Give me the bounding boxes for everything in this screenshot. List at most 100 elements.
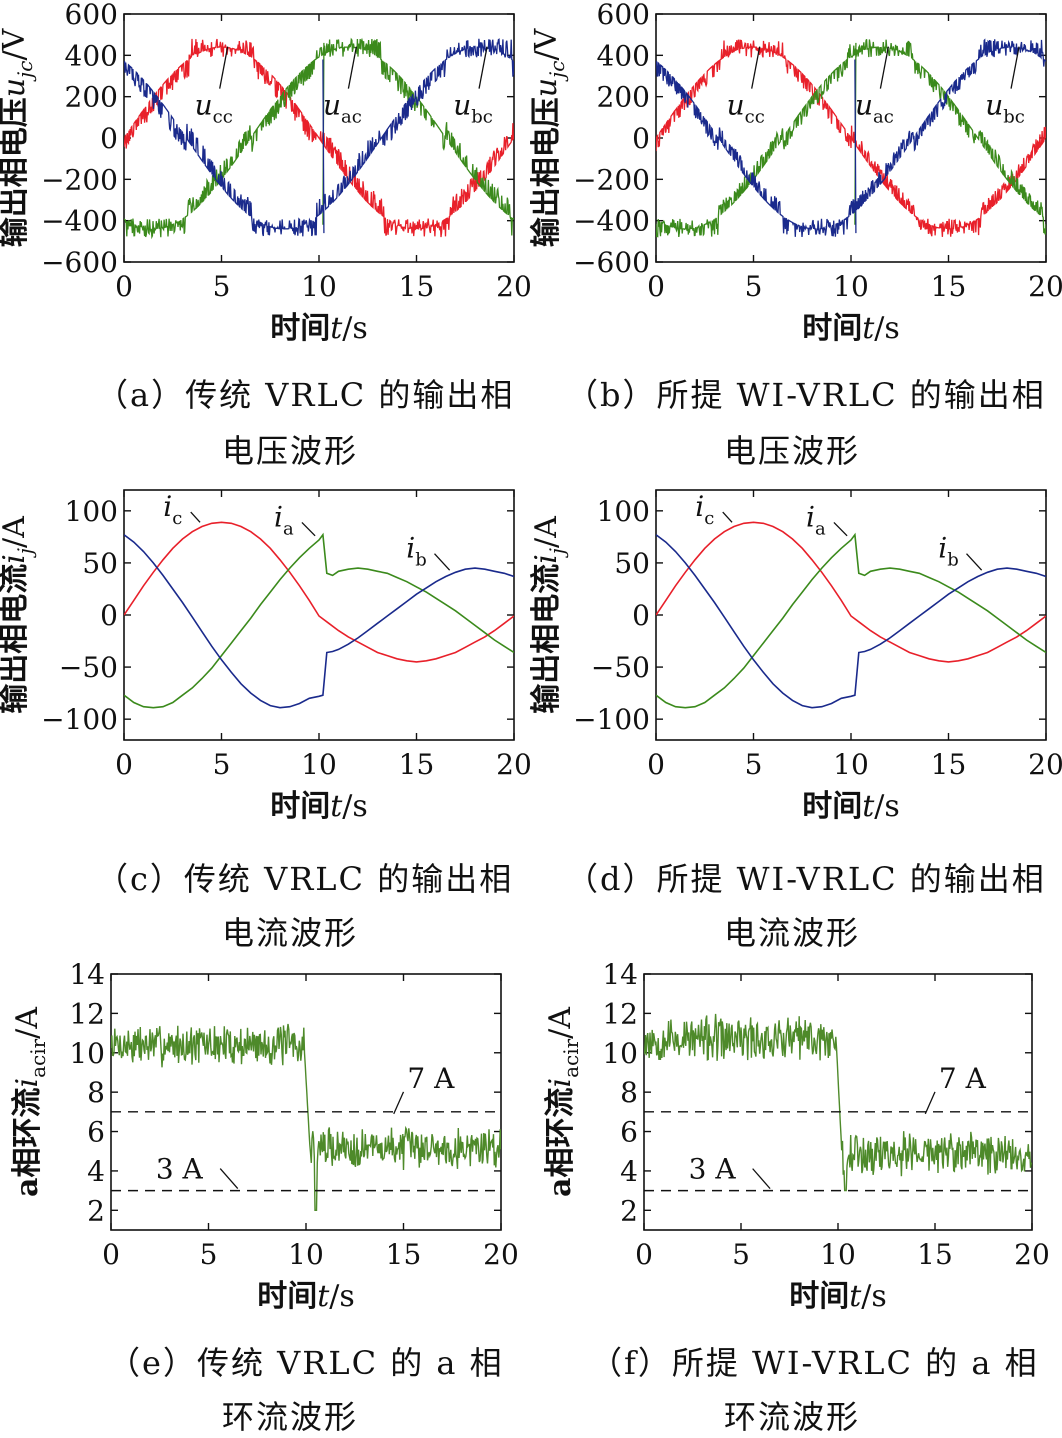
annotation-leader xyxy=(301,522,316,537)
y-axis-label-f: a相环流iacir/A xyxy=(543,1007,583,1197)
x-tick-label: 5 xyxy=(200,1238,218,1271)
y-tick-label: 8 xyxy=(620,1076,638,1109)
svg-text:a相环流iacir/A: a相环流iacir/A xyxy=(10,1007,50,1197)
x-tick-label: 15 xyxy=(386,1238,422,1271)
y-axis-label-b: 输出相电压ujc/V xyxy=(529,27,569,247)
x-tick-label: 15 xyxy=(399,748,435,781)
reference-leader-7a xyxy=(393,1091,405,1115)
series-u-cc-a xyxy=(124,38,514,238)
y-tick-label: 400 xyxy=(65,39,118,72)
caption-e-line1: （e）传统 VRLC 的 a 相 xyxy=(108,1344,504,1382)
y-tick-label: −200 xyxy=(573,163,650,196)
y-tick-label: −100 xyxy=(573,703,650,736)
annotation-u-ac: uac xyxy=(323,89,362,128)
x-axis-label-c: 时间t/s xyxy=(270,789,368,824)
y-tick-label: 50 xyxy=(82,547,118,580)
x-tick-label: 20 xyxy=(483,1238,519,1271)
y-tick-label: 50 xyxy=(614,547,650,580)
annotation-i-b: ib xyxy=(406,532,427,571)
y-tick-label: 200 xyxy=(597,81,650,114)
y-tick-label: 10 xyxy=(69,1037,105,1070)
y-tick-label: 600 xyxy=(65,0,118,31)
series-i-c-c xyxy=(124,521,514,663)
y-axis-label-c: 输出相电流ij/A xyxy=(0,516,37,714)
y-tick-label: 200 xyxy=(65,81,118,114)
x-tick-label: 10 xyxy=(301,270,337,303)
svg-text:输出相电压ujc/V: 输出相电压ujc/V xyxy=(0,27,37,247)
y-axis-label-a: 输出相电压ujc/V xyxy=(0,27,37,247)
series-u-bc-a xyxy=(124,38,514,237)
reference-label-7a: 7 A xyxy=(939,1062,987,1095)
y-tick-label: 14 xyxy=(602,958,638,991)
annotation-u-cc: ucc xyxy=(727,89,765,128)
y-tick-label: 0 xyxy=(632,599,650,632)
y-tick-label: 100 xyxy=(597,495,650,528)
series-i-b-c xyxy=(124,534,514,709)
caption-f-line1: （f）所提 WI-VRLC 的 a 相 xyxy=(590,1344,1039,1382)
series-i-a-c xyxy=(124,532,514,709)
series-i-b-d xyxy=(656,534,1046,709)
x-tick-label: 0 xyxy=(647,270,665,303)
y-tick-label: 6 xyxy=(620,1116,638,1149)
caption-f-line2: 环流波形 xyxy=(724,1398,861,1436)
chart-a: 0 5 10 15 20 600 400 200 0 −200 −400 −600 时间t/s 输出相电压… xyxy=(0,0,532,346)
caption-e-line2: 环流波形 xyxy=(222,1398,359,1436)
x-tick-label: 10 xyxy=(820,1238,856,1271)
caption-a-line1: （a）传统 VRLC 的输出相 xyxy=(96,376,515,414)
y-tick-label: 4 xyxy=(87,1155,105,1188)
y-tick-label: 100 xyxy=(65,495,118,528)
annotation-leader xyxy=(190,511,201,523)
chart-f: 0 5 10 15 20 14 12 10 8 6 4 2 时间t/s a相环流iacir/A 7 A 3 A xyxy=(543,958,1050,1314)
x-tick-label: 15 xyxy=(931,748,967,781)
x-tick-label: 0 xyxy=(115,748,133,781)
x-tick-label: 0 xyxy=(102,1238,120,1271)
x-axis-label-a: 时间t/s xyxy=(270,311,368,346)
x-tick-label: 20 xyxy=(496,748,532,781)
series-i-a-d xyxy=(656,532,1046,709)
x-tick-label: 5 xyxy=(213,748,231,781)
y-tick-label: −50 xyxy=(59,651,118,684)
y-tick-label: 2 xyxy=(87,1194,105,1227)
y-axis-label-e: a相环流iacir/A xyxy=(10,1007,50,1197)
chart-d: 0 5 10 15 20 100 50 0 −50 −100 时间t/s 输出相电流ij/A ic ia i… xyxy=(529,489,1062,824)
x-tick-label: 15 xyxy=(917,1238,953,1271)
x-tick-label: 0 xyxy=(647,748,665,781)
y-tick-label: −50 xyxy=(591,651,650,684)
svg-text:输出相电流ij/A: 输出相电流ij/A xyxy=(529,516,569,714)
x-tick-label: 10 xyxy=(833,270,869,303)
x-tick-label: 5 xyxy=(745,270,763,303)
x-axis-label-d: 时间t/s xyxy=(802,789,900,824)
chart-b: 0 5 10 15 20 600 400 200 0 −200 −400 −600 时间t/s 输出相电压… xyxy=(529,0,1062,346)
annotation-leader xyxy=(1010,46,1020,89)
annotation-leader xyxy=(347,46,358,89)
annotation-leader xyxy=(966,553,983,571)
series-i-acir-f xyxy=(644,1013,1032,1192)
y-tick-label: 12 xyxy=(69,997,105,1030)
reference-label-3a: 3 A xyxy=(156,1153,204,1186)
x-tick-label: 0 xyxy=(635,1238,653,1271)
annotation-u-bc: ubc xyxy=(985,89,1025,128)
caption-c-line1: （c）传统 VRLC 的输出相 xyxy=(96,860,514,898)
chart-c: 0 5 10 15 20 100 50 0 −50 −100 时间t/s 输出相电流ij/A ic ia i… xyxy=(0,489,532,824)
y-tick-label: 600 xyxy=(597,0,650,31)
y-tick-label: 4 xyxy=(620,1155,638,1188)
x-tick-label: 5 xyxy=(213,270,231,303)
reference-label-3a: 3 A xyxy=(689,1153,737,1186)
series-u-bc-b xyxy=(656,38,1046,238)
reference-label-7a: 7 A xyxy=(407,1062,455,1095)
series-u-cc-b xyxy=(656,39,1046,237)
annotation-u-bc: ubc xyxy=(453,89,493,128)
annotation-leader xyxy=(722,511,733,523)
y-tick-label: 14 xyxy=(69,958,105,991)
annotation-leader xyxy=(751,46,761,89)
y-tick-label: 0 xyxy=(100,122,118,155)
annotation-i-c: ic xyxy=(163,490,182,529)
annotation-leader xyxy=(833,522,848,537)
y-tick-label: 400 xyxy=(597,39,650,72)
series-i-c-d xyxy=(656,521,1046,663)
svg-text:输出相电压ujc/V: 输出相电压ujc/V xyxy=(529,27,569,247)
y-tick-label: 2 xyxy=(620,1194,638,1227)
reference-leader-3a xyxy=(219,1168,239,1190)
y-tick-label: −400 xyxy=(41,205,118,238)
svg-text:输出相电流ij/A: 输出相电流ij/A xyxy=(0,516,37,714)
